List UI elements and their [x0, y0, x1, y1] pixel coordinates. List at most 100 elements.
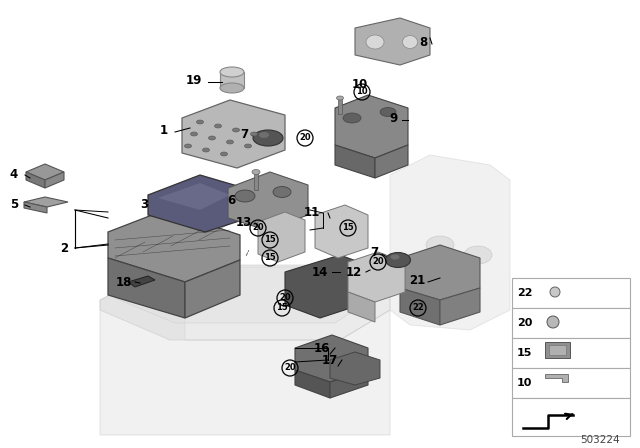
Text: 15: 15: [517, 348, 532, 358]
Ellipse shape: [227, 140, 234, 144]
Bar: [512, 278, 630, 308]
Polygon shape: [348, 292, 375, 322]
Text: 503224: 503224: [580, 435, 620, 445]
Ellipse shape: [464, 246, 492, 264]
Polygon shape: [330, 370, 368, 398]
Ellipse shape: [196, 120, 204, 124]
Bar: [338, 98, 342, 114]
Text: 10: 10: [352, 78, 368, 91]
Ellipse shape: [232, 128, 239, 132]
Ellipse shape: [220, 67, 244, 77]
Ellipse shape: [273, 186, 291, 198]
Text: 7: 7: [370, 246, 378, 258]
Polygon shape: [295, 335, 368, 382]
Polygon shape: [545, 374, 568, 382]
Ellipse shape: [337, 96, 344, 100]
Text: 15: 15: [342, 224, 354, 233]
Polygon shape: [24, 197, 68, 207]
Text: 15: 15: [264, 254, 276, 263]
Text: 20: 20: [252, 224, 264, 233]
Polygon shape: [258, 212, 305, 262]
Polygon shape: [100, 265, 390, 435]
Polygon shape: [24, 202, 47, 213]
Ellipse shape: [343, 113, 361, 123]
Text: 12: 12: [346, 266, 362, 279]
Text: 4: 4: [10, 168, 18, 181]
Text: 6: 6: [228, 194, 236, 207]
Polygon shape: [185, 260, 240, 318]
Bar: [512, 308, 630, 338]
Bar: [512, 398, 630, 436]
Ellipse shape: [366, 35, 384, 49]
Polygon shape: [45, 172, 64, 188]
Text: 9: 9: [390, 112, 398, 125]
Text: 1: 1: [160, 124, 168, 137]
Ellipse shape: [184, 144, 191, 148]
Polygon shape: [182, 100, 285, 168]
Polygon shape: [400, 288, 440, 325]
Polygon shape: [295, 370, 330, 398]
Text: 18: 18: [116, 276, 132, 289]
Ellipse shape: [235, 190, 255, 202]
Text: 20: 20: [279, 293, 291, 302]
Polygon shape: [335, 145, 375, 178]
Ellipse shape: [380, 108, 396, 116]
Ellipse shape: [250, 132, 257, 136]
Ellipse shape: [252, 169, 260, 175]
Polygon shape: [400, 245, 480, 300]
Text: 16: 16: [314, 341, 330, 354]
Polygon shape: [348, 252, 405, 302]
Text: 17: 17: [322, 353, 338, 366]
Ellipse shape: [259, 132, 269, 138]
Polygon shape: [335, 95, 408, 158]
Polygon shape: [549, 345, 566, 355]
Text: 14: 14: [312, 266, 328, 279]
Polygon shape: [26, 172, 45, 188]
Polygon shape: [128, 276, 155, 287]
Bar: [254, 172, 258, 190]
Ellipse shape: [244, 144, 252, 148]
Polygon shape: [545, 342, 570, 358]
Polygon shape: [315, 205, 368, 258]
Polygon shape: [390, 155, 510, 330]
Text: 22: 22: [412, 303, 424, 313]
Text: 15: 15: [264, 236, 276, 245]
Polygon shape: [108, 258, 185, 318]
Circle shape: [550, 287, 560, 297]
Polygon shape: [115, 267, 378, 323]
Text: 21: 21: [409, 273, 425, 287]
Text: 10: 10: [517, 378, 532, 388]
Ellipse shape: [221, 152, 227, 156]
Bar: [512, 338, 630, 368]
Polygon shape: [158, 183, 230, 210]
Text: 20: 20: [299, 134, 311, 142]
Ellipse shape: [385, 253, 410, 267]
Ellipse shape: [253, 130, 283, 146]
Text: 20: 20: [372, 258, 384, 267]
Text: 20: 20: [284, 363, 296, 372]
Text: 7: 7: [240, 129, 248, 142]
Bar: [220, 72, 244, 88]
Polygon shape: [355, 18, 430, 65]
Polygon shape: [440, 288, 480, 325]
Text: 2: 2: [60, 241, 68, 254]
Text: 3: 3: [140, 198, 148, 211]
Polygon shape: [228, 172, 308, 230]
Polygon shape: [108, 210, 240, 282]
Polygon shape: [26, 164, 64, 180]
Text: 10: 10: [356, 87, 368, 96]
Ellipse shape: [220, 83, 244, 93]
Text: 15: 15: [276, 303, 288, 313]
Ellipse shape: [403, 35, 417, 48]
Ellipse shape: [214, 124, 221, 128]
Ellipse shape: [202, 148, 209, 152]
Ellipse shape: [209, 136, 216, 140]
Text: 11: 11: [304, 207, 320, 220]
Polygon shape: [148, 175, 258, 232]
Text: 5: 5: [10, 198, 18, 211]
Circle shape: [547, 316, 559, 328]
Polygon shape: [375, 145, 408, 178]
Text: 22: 22: [517, 288, 532, 298]
Text: 20: 20: [517, 318, 532, 328]
Bar: [512, 368, 630, 398]
